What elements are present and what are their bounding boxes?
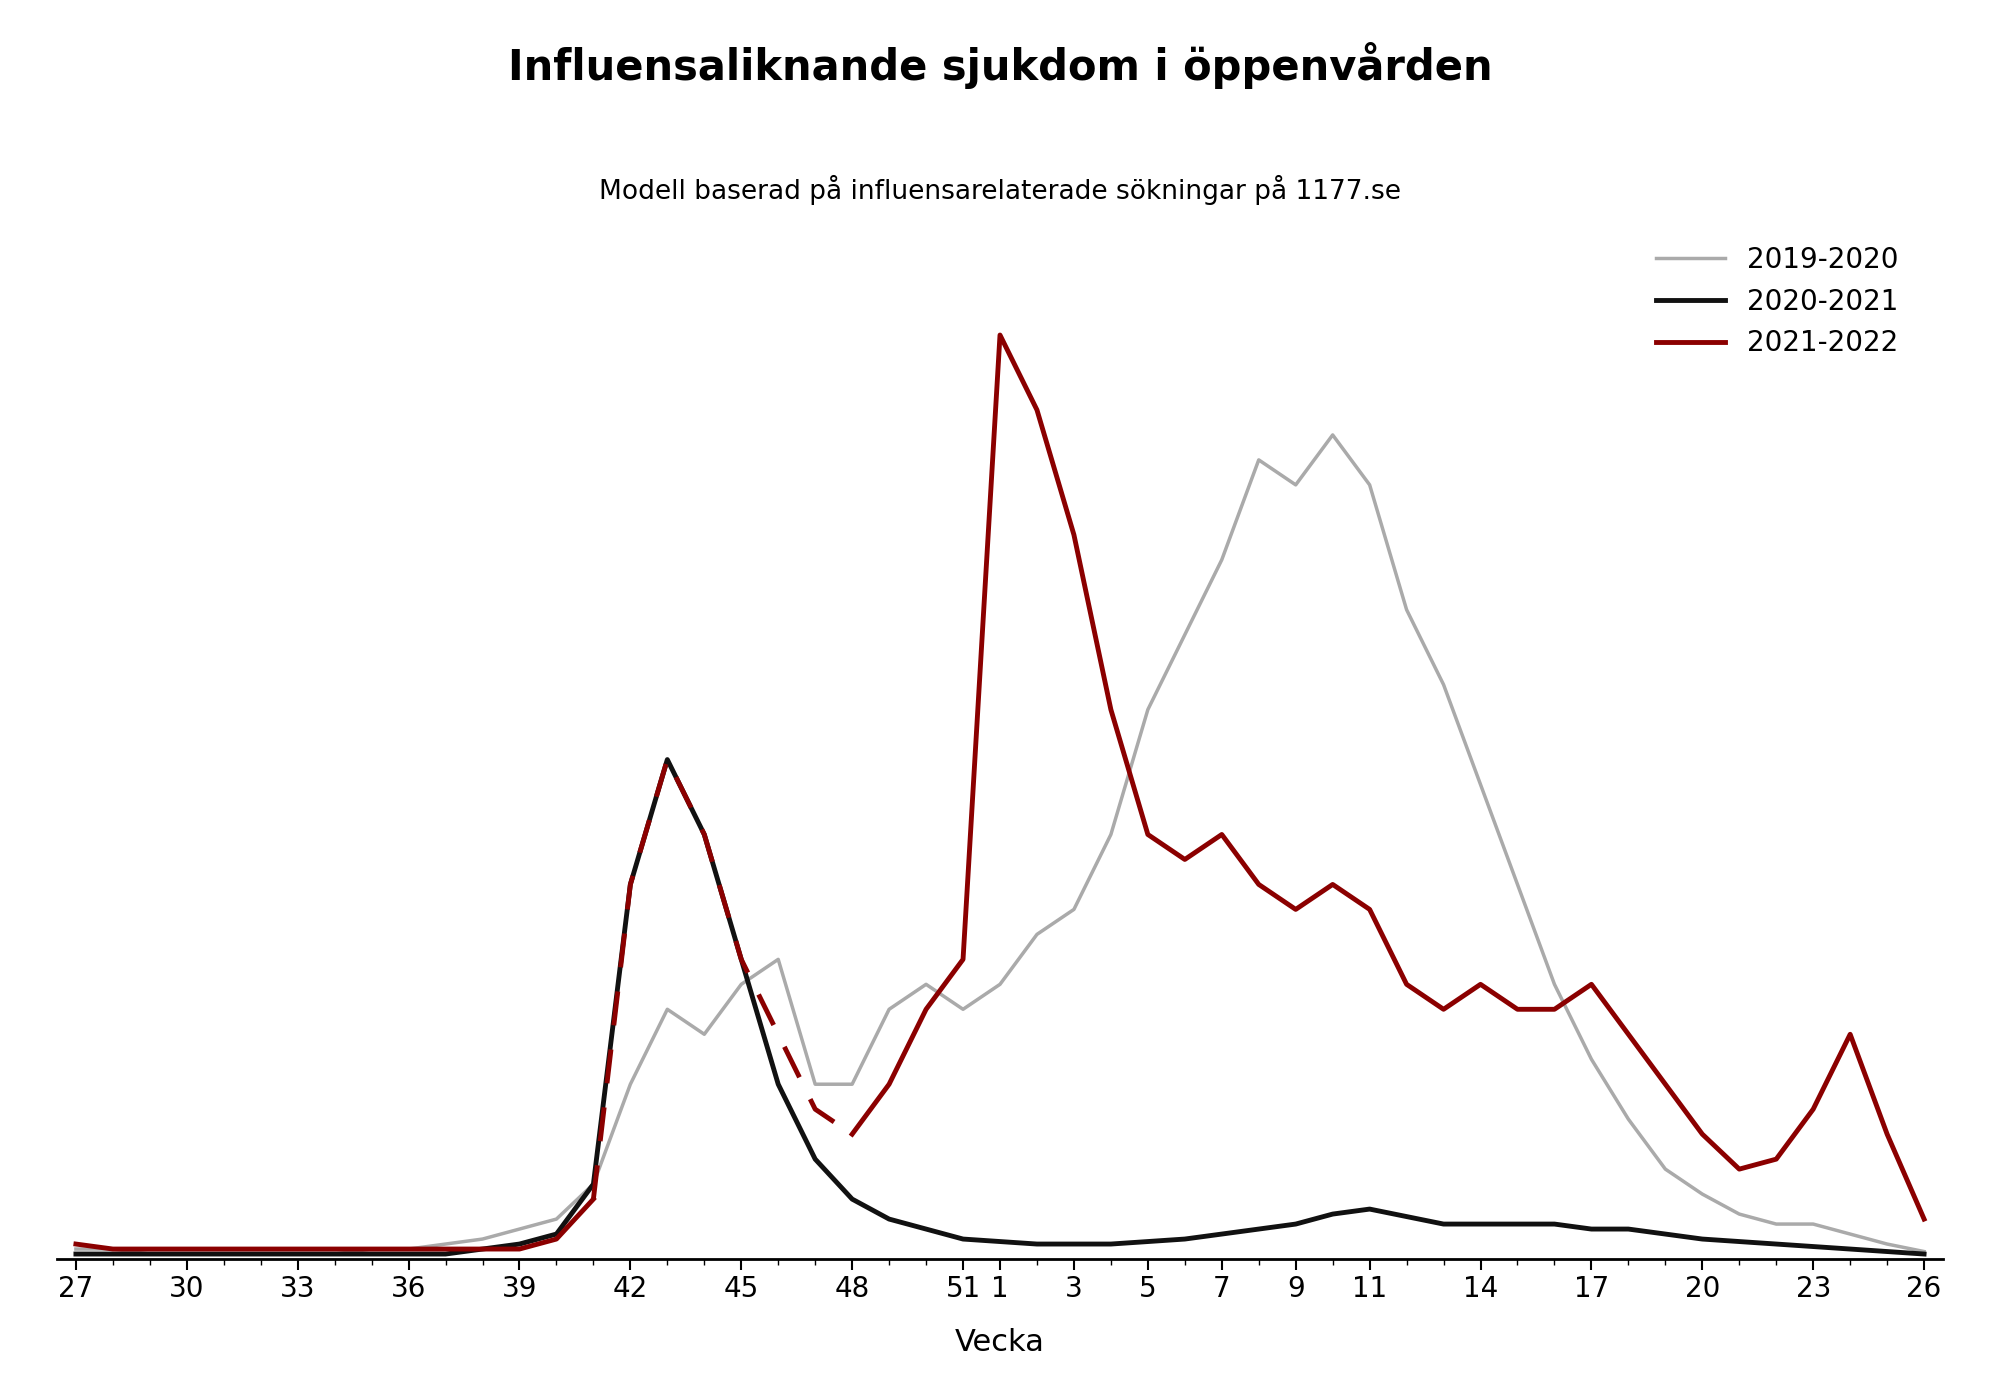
2020-2021	[1912, 1246, 1936, 1263]
Line: 2020-2021: 2020-2021	[76, 760, 1924, 1254]
2019-2020	[138, 1246, 162, 1263]
Title: Modell baserad på influensarelaterade sökningar på 1177.se: Modell baserad på influensarelaterade sö…	[600, 175, 1402, 204]
2020-2021	[470, 1240, 494, 1257]
2019-2020	[1468, 776, 1492, 792]
Line: 2019-2020: 2019-2020	[76, 435, 1924, 1254]
Text: Influensaliknande sjukdom i öppenvården: Influensaliknande sjukdom i öppenvården	[508, 42, 1492, 90]
Legend: 2019-2020, 2020-2021, 2021-2022: 2019-2020, 2020-2021, 2021-2022	[1644, 235, 1910, 368]
2020-2021	[618, 876, 642, 893]
2019-2020	[64, 1240, 88, 1257]
2020-2021	[1876, 1243, 1900, 1260]
2019-2020	[1876, 1236, 1900, 1253]
2020-2021	[1432, 1215, 1456, 1232]
2020-2021	[692, 826, 716, 843]
2020-2021	[64, 1246, 88, 1263]
2019-2020	[508, 1221, 532, 1238]
2019-2020	[692, 1026, 716, 1043]
2019-2020	[656, 1001, 680, 1018]
2020-2021	[1320, 1205, 1344, 1222]
2019-2020	[1912, 1243, 1936, 1260]
2020-2021	[656, 752, 680, 769]
2019-2020	[1358, 476, 1382, 493]
2019-2020	[1320, 427, 1344, 444]
X-axis label: Vecka: Vecka	[956, 1329, 1044, 1357]
